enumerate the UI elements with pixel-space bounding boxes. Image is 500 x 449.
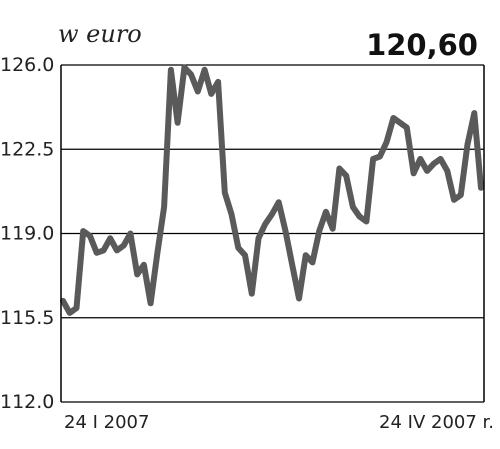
y-tick-label: 119.0	[0, 223, 54, 245]
grid-lines	[61, 64, 484, 403]
series-line	[60, 64, 484, 316]
series-layer	[60, 64, 484, 316]
y-axis-ticks: 126.0 122.5 119.0 115.5 112.0	[0, 54, 54, 413]
y-tick-label: 112.0	[0, 391, 54, 413]
x-axis-ticks: 24 I 2007 24 IV 2007 r.	[64, 412, 494, 433]
plot-frame	[60, 65, 485, 402]
y-tick-label: 122.5	[0, 138, 54, 160]
x-tick-label-start: 24 I 2007	[64, 412, 149, 433]
x-tick-label-end: 24 IV 2007 r.	[379, 412, 494, 433]
last-value: 120,60	[366, 28, 478, 62]
unit-label: w euro	[58, 20, 142, 48]
y-tick-label: 126.0	[0, 54, 54, 76]
y-tick-label: 115.5	[0, 307, 54, 329]
